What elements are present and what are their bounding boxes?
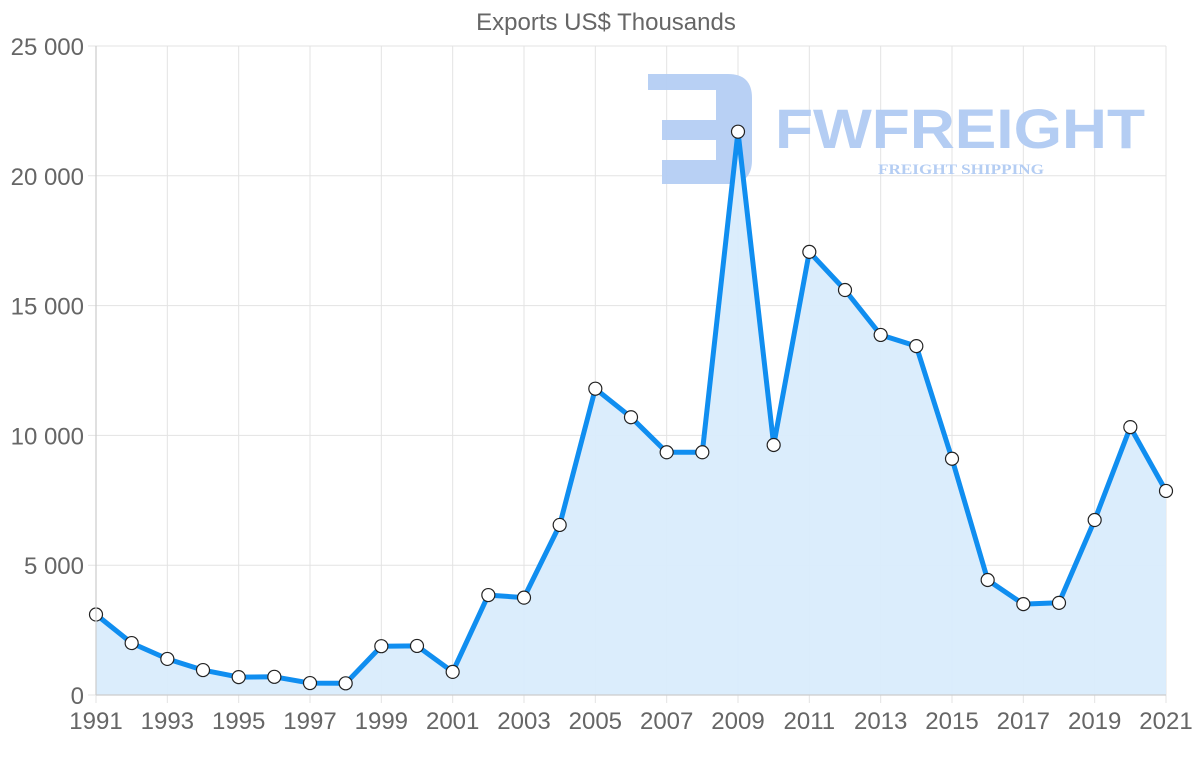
- x-tick-label: 2007: [640, 708, 693, 735]
- x-tick-label: 2015: [925, 708, 978, 735]
- x-tick-label: 1997: [283, 708, 336, 735]
- y-tick-label: 0: [71, 683, 84, 710]
- y-tick-label: 25 000: [11, 34, 84, 61]
- x-tick-label: 2003: [497, 708, 550, 735]
- chart-title: Exports US$ Thousands: [476, 9, 736, 36]
- data-point[interactable]: [730, 124, 746, 139]
- data-point[interactable]: [552, 517, 567, 533]
- y-tick-label: 20 000: [11, 164, 84, 191]
- data-point[interactable]: [481, 587, 496, 603]
- y-tick-label: 5 000: [24, 553, 84, 580]
- data-point[interactable]: [802, 244, 817, 259]
- data-point[interactable]: [409, 638, 425, 654]
- y-tick-label: 10 000: [11, 423, 84, 450]
- data-point[interactable]: [659, 445, 674, 460]
- data-point[interactable]: [766, 437, 781, 453]
- x-tick-label: 2009: [711, 708, 764, 735]
- x-tick-label: 2017: [997, 708, 1050, 735]
- x-tick-label: 2021: [1139, 708, 1192, 735]
- data-point[interactable]: [267, 669, 282, 684]
- watermark: FWFREIGHT FREIGHT SHIPPING: [648, 74, 1145, 184]
- data-point[interactable]: [1123, 419, 1138, 435]
- axes: 0 5 000 10 000 15 000 20 000 25 000 1991 1993 19…: [11, 34, 1193, 735]
- data-point[interactable]: [837, 282, 853, 298]
- data-point[interactable]: [1016, 597, 1031, 612]
- area-fill: [96, 131, 1166, 695]
- x-tick-label: 2005: [569, 708, 622, 735]
- data-point[interactable]: [160, 651, 175, 667]
- data-point[interactable]: [124, 635, 139, 651]
- data-point[interactable]: [516, 590, 532, 605]
- x-tick-label: 1993: [141, 708, 194, 735]
- data-point[interactable]: [374, 639, 389, 654]
- data-point[interactable]: [231, 669, 246, 685]
- x-tick-label: 1999: [355, 708, 408, 735]
- data-point[interactable]: [980, 572, 995, 588]
- watermark-tagline: FREIGHT SHIPPING: [878, 162, 1044, 178]
- data-point[interactable]: [588, 381, 603, 396]
- data-point[interactable]: [909, 338, 924, 354]
- data-point[interactable]: [338, 676, 353, 691]
- data-point[interactable]: [302, 675, 318, 691]
- x-tick-label: 2001: [426, 708, 479, 735]
- data-point[interactable]: [623, 410, 639, 425]
- data-point[interactable]: [1158, 483, 1174, 499]
- y-tick-label: 15 000: [11, 294, 84, 321]
- x-tick-label: 1995: [212, 708, 265, 735]
- x-tick-label: 2019: [1068, 708, 1121, 735]
- area-fill-path: [96, 131, 1166, 695]
- data-point[interactable]: [445, 664, 460, 679]
- watermark-brand: FWFREIGHT: [775, 97, 1145, 160]
- data-point[interactable]: [1051, 595, 1067, 610]
- x-tick-label: 2011: [784, 708, 836, 735]
- watermark-logo-icon: [648, 74, 752, 184]
- x-tick-label: 2013: [854, 708, 907, 735]
- data-point[interactable]: [195, 662, 211, 678]
- data-point[interactable]: [1087, 512, 1102, 528]
- data-point[interactable]: [873, 327, 888, 343]
- data-point[interactable]: [944, 451, 960, 466]
- x-tick-label: 1991: [69, 708, 122, 735]
- data-point[interactable]: [695, 445, 710, 460]
